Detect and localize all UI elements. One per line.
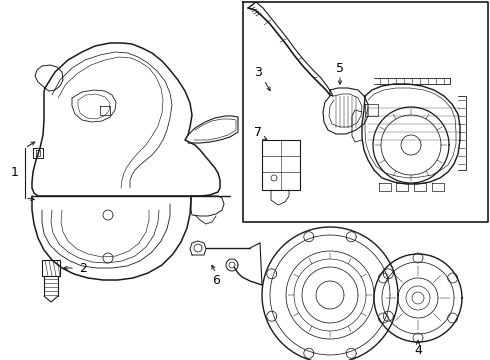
Text: 5: 5 [336,62,344,75]
Text: 7: 7 [254,126,262,139]
Text: 4: 4 [414,343,422,356]
Text: 2: 2 [79,261,87,274]
Text: 3: 3 [254,66,262,78]
Text: 6: 6 [212,274,220,287]
Text: 1: 1 [11,166,19,180]
